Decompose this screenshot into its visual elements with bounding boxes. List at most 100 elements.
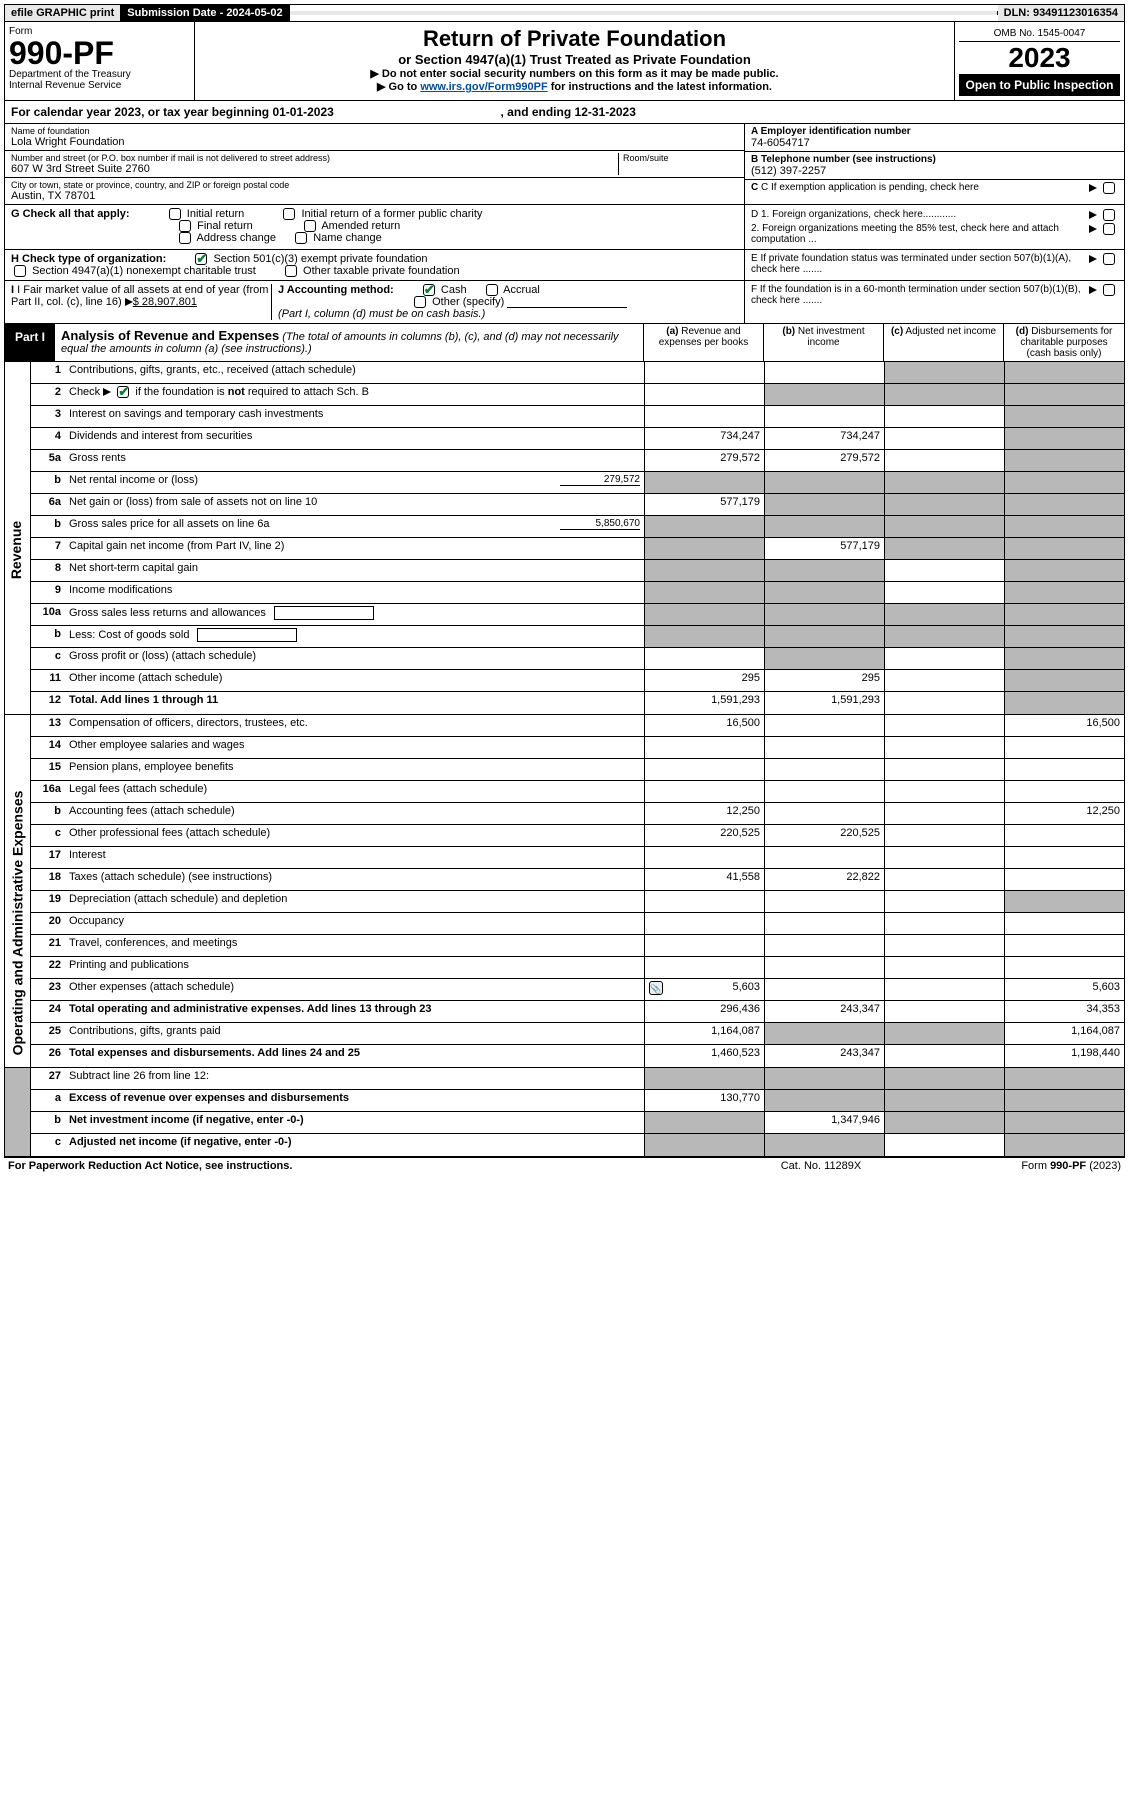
table-row: 7Capital gain net income (from Part IV, … (31, 538, 1124, 560)
table-row: bAccounting fees (attach schedule)12,250… (31, 803, 1124, 825)
value-cell (1004, 560, 1124, 581)
value-cell (1004, 384, 1124, 405)
row-number: 23 (31, 979, 65, 1000)
f-checkbox[interactable] (1103, 284, 1115, 296)
value-cell (764, 935, 884, 956)
row-number: 11 (31, 670, 65, 691)
value-cell: 243,347 (764, 1045, 884, 1067)
c-label: C C If exemption application is pending,… (751, 182, 1088, 194)
h-4947-checkbox[interactable] (14, 265, 26, 277)
schb-checkbox[interactable] (117, 386, 129, 398)
table-row: 21Travel, conferences, and meetings (31, 935, 1124, 957)
row-number: c (31, 648, 65, 669)
table-row: 2Check if the foundation is not required… (31, 384, 1124, 406)
e-checkbox[interactable] (1103, 253, 1115, 265)
value-cell: 279,572 (764, 450, 884, 471)
value-cell (1004, 604, 1124, 625)
value-cell: 734,247 (764, 428, 884, 449)
row-description: Travel, conferences, and meetings (65, 935, 644, 956)
col-b-header: (b) Net investment income (764, 324, 884, 361)
efile-label: efile GRAPHIC print (5, 5, 121, 21)
g-name-checkbox[interactable] (295, 232, 307, 244)
value-cell: 295 (644, 670, 764, 691)
d1-checkbox[interactable] (1103, 209, 1115, 221)
g-final-checkbox[interactable] (179, 220, 191, 232)
table-row: 19Depreciation (attach schedule) and dep… (31, 891, 1124, 913)
table-row: 4Dividends and interest from securities7… (31, 428, 1124, 450)
value-cell: 34,353 (1004, 1001, 1124, 1022)
value-cell (884, 913, 1004, 934)
d2-label: 2. Foreign organizations meeting the 85%… (751, 223, 1078, 245)
g-amended-checkbox[interactable] (304, 220, 316, 232)
row-description: Interest on savings and temporary cash i… (65, 406, 644, 427)
value-cell (644, 1134, 764, 1156)
value-cell: 1,164,087 (644, 1023, 764, 1044)
value-cell: 16,500 (1004, 715, 1124, 736)
value-cell: 1,591,293 (644, 692, 764, 714)
h-501c3-checkbox[interactable] (195, 253, 207, 265)
form-link[interactable]: www.irs.gov/Form990PF (420, 81, 547, 93)
omb-number: OMB No. 1545-0047 (959, 26, 1120, 42)
value-cell (1004, 450, 1124, 471)
room-label: Room/suite (623, 153, 738, 163)
value-cell: 220,525 (764, 825, 884, 846)
value-cell (764, 1090, 884, 1111)
value-cell (764, 913, 884, 934)
g-address-checkbox[interactable] (179, 232, 191, 244)
value-cell (764, 803, 884, 824)
row-number: 9 (31, 582, 65, 603)
value-cell: 📎5,603 (644, 979, 764, 1000)
c-checkbox[interactable] (1103, 182, 1115, 194)
dept-irs: Internal Revenue Service (9, 80, 190, 91)
value-cell: 734,247 (644, 428, 764, 449)
j-cash-checkbox[interactable] (423, 284, 435, 296)
value-cell (1004, 362, 1124, 383)
table-row: 3Interest on savings and temporary cash … (31, 406, 1124, 428)
value-cell (884, 891, 1004, 912)
row-number: c (31, 1134, 65, 1156)
phone-value: (512) 397-2257 (751, 165, 1118, 177)
value-cell (884, 1134, 1004, 1156)
value-cell (884, 847, 1004, 868)
table-row: 11Other income (attach schedule)295295 (31, 670, 1124, 692)
attachment-icon[interactable]: 📎 (649, 981, 663, 995)
value-cell (884, 759, 1004, 780)
value-cell (1004, 1112, 1124, 1133)
value-cell: 577,179 (644, 494, 764, 515)
value-cell (644, 737, 764, 758)
value-cell (884, 869, 1004, 890)
value-cell (884, 1045, 1004, 1067)
row-description: Total expenses and disbursements. Add li… (65, 1045, 644, 1067)
row-description: Gross profit or (loss) (attach schedule) (65, 648, 644, 669)
g-initial-checkbox[interactable] (169, 208, 181, 220)
phone-label: B Telephone number (see instructions) (751, 154, 1118, 165)
value-cell (884, 604, 1004, 625)
row-number: 26 (31, 1045, 65, 1067)
row-description: Total operating and administrative expen… (65, 1001, 644, 1022)
row-description: Contributions, gifts, grants, etc., rece… (65, 362, 644, 383)
row-description: Net investment income (if negative, ente… (65, 1112, 644, 1133)
value-cell: 12,250 (1004, 803, 1124, 824)
value-cell (644, 913, 764, 934)
g-former-checkbox[interactable] (283, 208, 295, 220)
value-cell (764, 891, 884, 912)
value-cell (764, 560, 884, 581)
j-accrual-checkbox[interactable] (486, 284, 498, 296)
value-cell (1004, 1068, 1124, 1089)
j-other-checkbox[interactable] (414, 296, 426, 308)
value-cell (764, 979, 884, 1000)
row-number: 21 (31, 935, 65, 956)
row-description: Net gain or (loss) from sale of assets n… (65, 494, 644, 515)
value-cell (764, 759, 884, 780)
value-cell (884, 406, 1004, 427)
value-cell (1004, 825, 1124, 846)
row-number: 10a (31, 604, 65, 625)
h-other-checkbox[interactable] (285, 265, 297, 277)
value-cell: 1,460,523 (644, 1045, 764, 1067)
row-number: c (31, 825, 65, 846)
d2-checkbox[interactable] (1103, 223, 1115, 235)
value-cell: 296,436 (644, 1001, 764, 1022)
dept-treasury: Department of the Treasury (9, 69, 190, 80)
row-number: 12 (31, 692, 65, 714)
value-cell: 130,770 (644, 1090, 764, 1111)
